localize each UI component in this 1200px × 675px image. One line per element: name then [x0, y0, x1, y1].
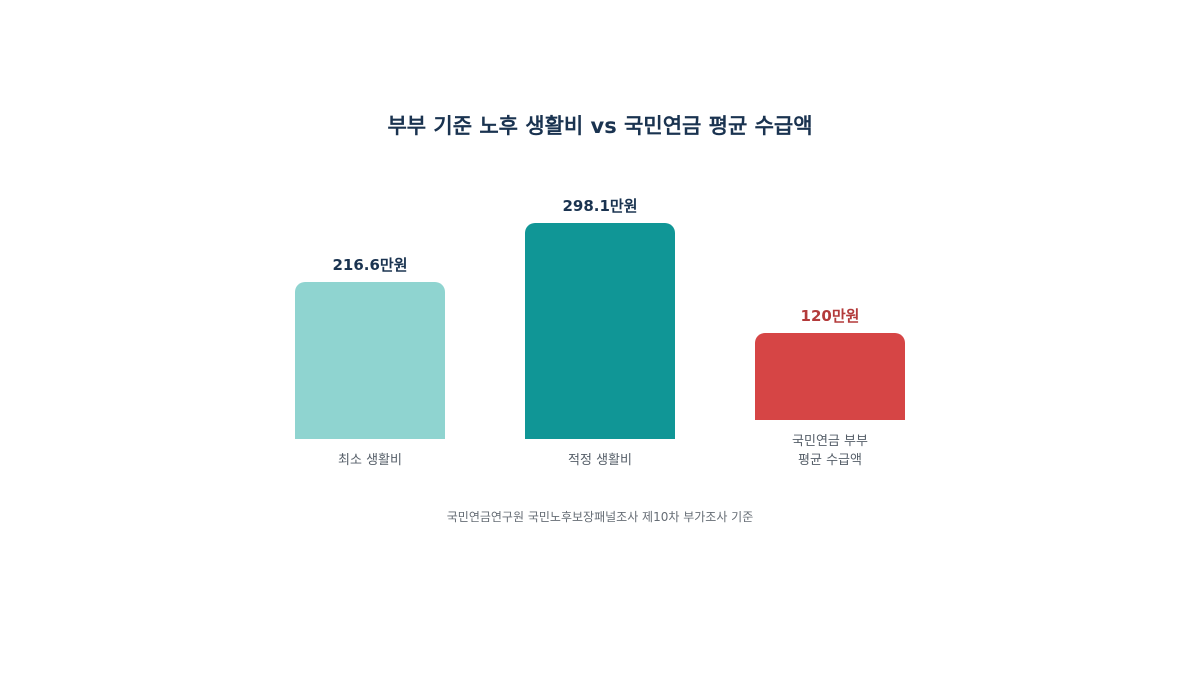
chart-title: 부부 기준 노후 생활비 vs 국민연금 평균 수급액 — [387, 114, 813, 138]
x-tick-label: 적정 생활비 — [568, 453, 632, 468]
value-label: 298.1만원 — [562, 197, 638, 215]
source-note: 국민연금연구원 국민노후보장패널조사 제10차 부가조사 기준 — [446, 510, 754, 524]
bar — [525, 223, 675, 439]
x-tick-label: 최소 생활비 — [338, 453, 402, 468]
x-tick-label: 국민연금 부부 평균 수급액 — [792, 434, 868, 468]
bar — [295, 282, 445, 439]
value-label: 216.6만원 — [332, 256, 408, 275]
bar — [755, 333, 905, 420]
value-label: 120만원 — [800, 307, 860, 326]
